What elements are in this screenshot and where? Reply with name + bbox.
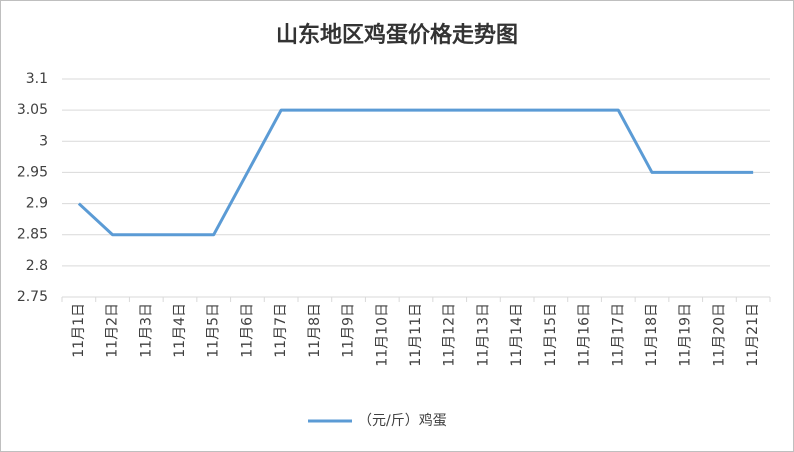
x-tick-label: 11月3日	[138, 303, 154, 358]
x-tick-label: 11月6日	[239, 303, 255, 358]
line-series	[77, 108, 754, 237]
x-tick-label: 11月5日	[206, 303, 222, 358]
x-tick-label: 11月8日	[307, 303, 323, 358]
y-tick-label: 2.85	[17, 227, 48, 243]
y-tick-label: 2.95	[17, 164, 48, 180]
x-tick-label: 11月18日	[644, 303, 660, 367]
x-tick-label: 11月21日	[745, 303, 761, 367]
y-tick-label: 3	[39, 133, 48, 149]
x-tick-label: 11月19日	[678, 303, 694, 367]
y-tick-label: 2.9	[26, 196, 48, 212]
y-tick-label: 2.8	[26, 258, 48, 274]
x-tick-label: 11月11日	[408, 303, 424, 367]
x-tick-label: 11月7日	[273, 303, 289, 358]
x-tick-label: 11月20日	[711, 303, 727, 367]
x-tick-label: 11月14日	[509, 303, 525, 367]
y-tick-label: 3.05	[17, 102, 48, 118]
chart-title: 山东地区鸡蛋价格走势图	[276, 22, 518, 48]
legend-label: （元/斤）鸡蛋	[358, 412, 447, 429]
y-tick-label: 3.1	[26, 71, 48, 87]
x-tick-label: 11月17日	[610, 303, 626, 367]
x-tick-label: 11月2日	[105, 303, 121, 358]
x-tick-label: 11月13日	[475, 303, 491, 367]
x-tick-label: 11月1日	[71, 303, 87, 358]
x-tick-label: 11月4日	[172, 303, 188, 358]
x-tick-label: 11月12日	[442, 303, 458, 367]
x-tick-label: 11月10日	[374, 303, 390, 367]
x-tick-label: 11月16日	[577, 303, 593, 367]
y-tick-label: 2.75	[17, 289, 48, 305]
x-tick-label: 11月15日	[543, 303, 559, 367]
x-tick-label: 11月9日	[341, 303, 357, 358]
